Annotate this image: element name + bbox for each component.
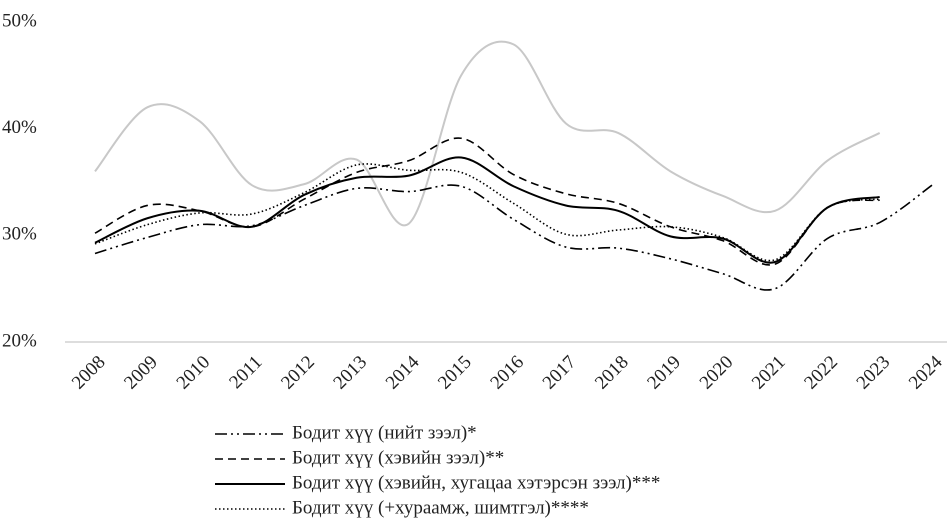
x-tick-label: 2012 xyxy=(277,352,319,394)
legend-label: Бодит хүү (нийт зээл)* xyxy=(292,422,477,443)
x-tick-label: 2022 xyxy=(800,352,842,394)
x-tick-label: 2018 xyxy=(591,352,633,394)
y-tick-label: 20% xyxy=(2,330,37,351)
x-tick-label: 2010 xyxy=(173,352,215,394)
series-line xyxy=(94,184,933,291)
x-tick-label: 2024 xyxy=(905,351,947,393)
x-tick-label: 2017 xyxy=(539,352,581,394)
x-tick-label: 2020 xyxy=(696,352,738,394)
x-tick-label: 2021 xyxy=(748,352,790,394)
series-line xyxy=(94,156,880,264)
legend-label: Бодит хүү (+хураамж, шимтгэл)**** xyxy=(292,497,589,518)
series-line xyxy=(94,40,881,227)
x-tick-label: 2023 xyxy=(853,352,895,394)
series-line xyxy=(94,163,880,262)
x-tick-label: 2009 xyxy=(120,352,162,394)
y-tick-label: 30% xyxy=(2,224,37,245)
x-tick-label: 2008 xyxy=(68,352,110,394)
legend-label: Бодит хүү (хэвийн зээл)** xyxy=(292,447,504,468)
x-tick-label: 2011 xyxy=(225,352,266,393)
legend-label: Бодит хүү (хэвийн, хугацаа хэтэрсэн зээл… xyxy=(292,472,660,493)
x-tick-label: 2019 xyxy=(643,352,685,394)
series-line xyxy=(94,137,880,266)
y-tick-label: 50% xyxy=(2,10,37,31)
x-tick-label: 2013 xyxy=(329,352,371,394)
y-tick-label: 40% xyxy=(2,117,37,138)
x-tick-label: 2016 xyxy=(486,352,528,394)
x-tick-label: 2014 xyxy=(382,351,424,393)
x-tick-label: 2015 xyxy=(434,352,476,394)
